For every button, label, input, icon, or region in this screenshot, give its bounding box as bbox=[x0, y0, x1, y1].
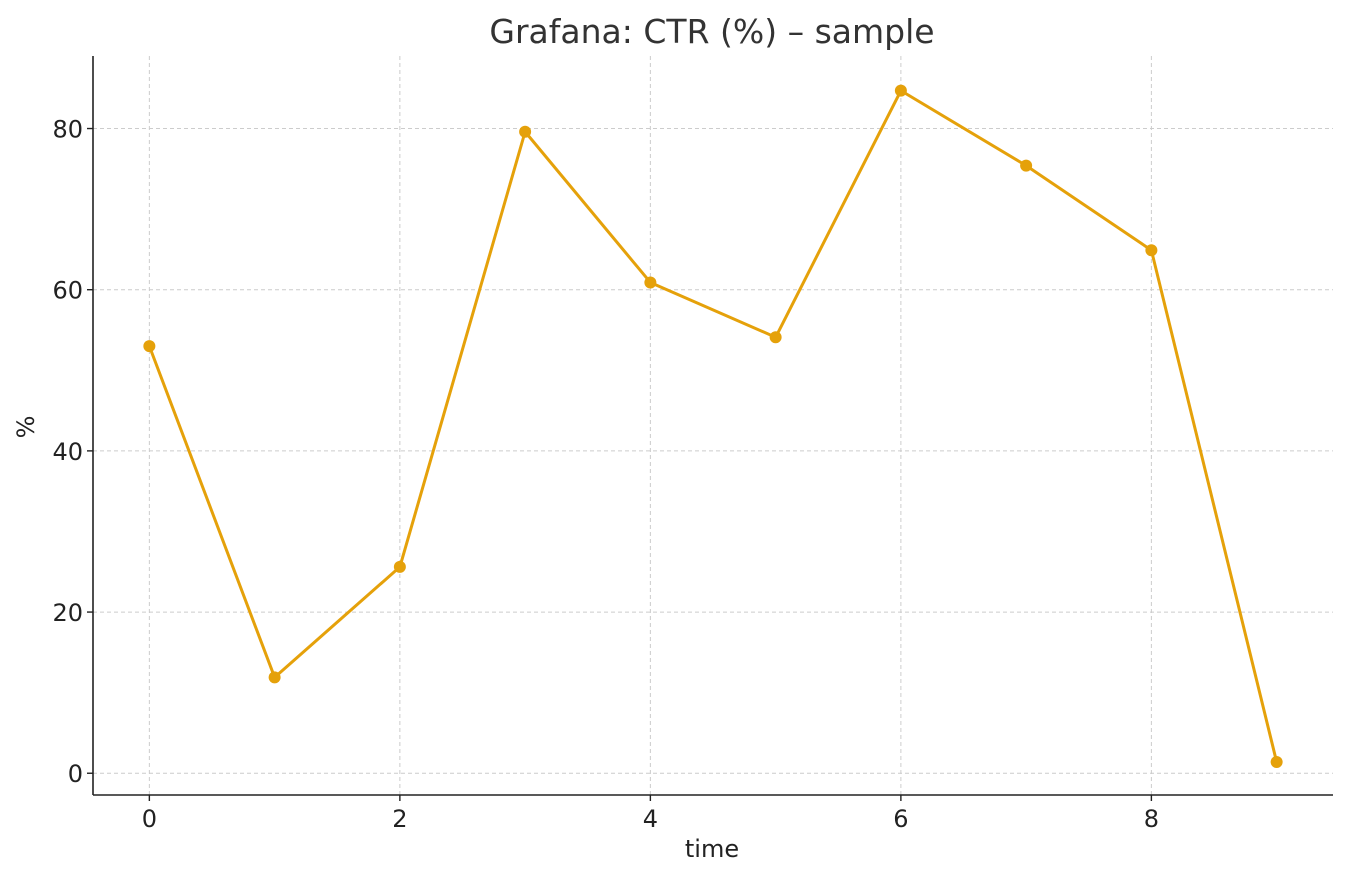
data-point bbox=[268, 671, 281, 684]
data-point bbox=[644, 276, 657, 289]
x-axis-label: time bbox=[685, 835, 739, 863]
x-tick-label: 8 bbox=[1144, 805, 1159, 833]
y-tick-label: 80 bbox=[52, 116, 83, 144]
data-point bbox=[1270, 755, 1283, 768]
x-tick-label: 0 bbox=[142, 805, 157, 833]
y-tick-label: 60 bbox=[52, 277, 83, 305]
x-tick-label: 2 bbox=[392, 805, 407, 833]
x-tick-label: 6 bbox=[893, 805, 908, 833]
grid bbox=[93, 56, 1333, 795]
data-point bbox=[894, 84, 907, 97]
data-point bbox=[143, 340, 156, 353]
y-tick-label: 20 bbox=[52, 599, 83, 627]
data-point bbox=[393, 560, 406, 573]
y-tick-label: 0 bbox=[68, 760, 83, 788]
labels: Grafana: CTR (%) – sample time % 0 2 4 6 802… bbox=[12, 12, 1159, 863]
x-tick-label: 4 bbox=[643, 805, 658, 833]
axes bbox=[87, 56, 1333, 801]
y-tick-label: 40 bbox=[52, 438, 83, 466]
chart-title: Grafana: CTR (%) – sample bbox=[489, 12, 934, 51]
data-point bbox=[769, 331, 782, 344]
series bbox=[143, 84, 1283, 768]
series-line bbox=[147, 89, 1279, 763]
data-point bbox=[1020, 159, 1033, 172]
data-point bbox=[519, 125, 532, 138]
data-point bbox=[1145, 244, 1158, 257]
y-axis-label: % bbox=[12, 416, 40, 439]
